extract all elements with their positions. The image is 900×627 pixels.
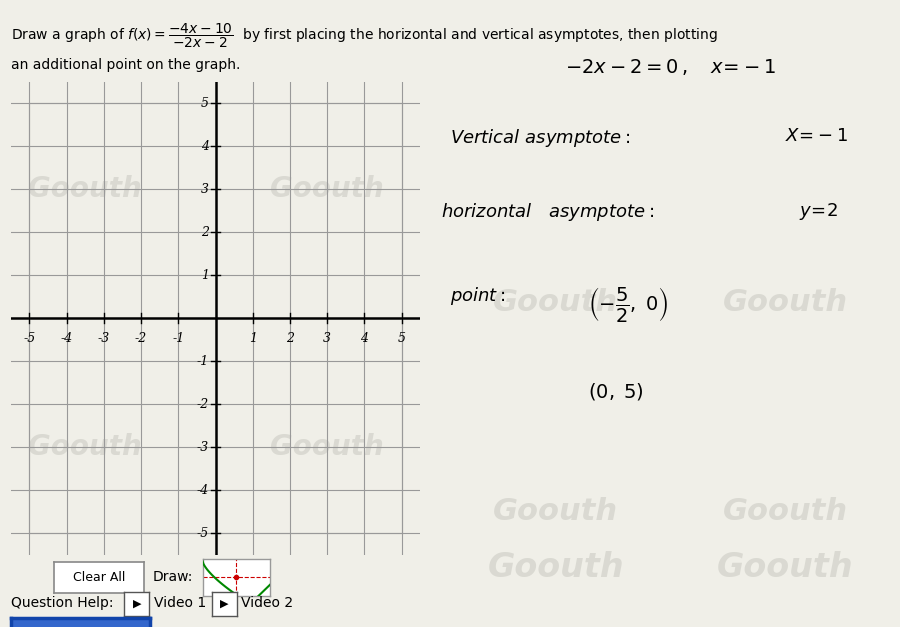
Text: 1: 1 <box>201 268 209 282</box>
Text: an additional point on the graph.: an additional point on the graph. <box>11 58 240 71</box>
Text: Video 2: Video 2 <box>241 596 293 610</box>
Text: Goouth: Goouth <box>270 175 384 203</box>
Text: $-2x-2=0\,,\quad x\!=\!-1$: $-2x-2=0\,,\quad x\!=\!-1$ <box>565 56 776 76</box>
Text: 2: 2 <box>286 332 294 345</box>
Text: Video 1: Video 1 <box>154 596 206 610</box>
Text: -3: -3 <box>98 332 110 345</box>
Text: -2: -2 <box>196 398 209 411</box>
Text: Goouth: Goouth <box>493 288 618 317</box>
Text: $\mathit{Vertical\ asymptote:}$: $\mathit{Vertical\ asymptote:}$ <box>450 127 631 149</box>
Text: -4: -4 <box>196 484 209 497</box>
Text: ▶: ▶ <box>132 599 141 609</box>
Text: -2: -2 <box>135 332 148 345</box>
Text: 4: 4 <box>361 332 368 345</box>
Text: -3: -3 <box>196 441 209 454</box>
Text: $\mathit{horizontal\quad asymptote:}$: $\mathit{horizontal\quad asymptote:}$ <box>441 201 654 223</box>
Text: $\mathit{point:}$: $\mathit{point:}$ <box>450 285 506 307</box>
Text: $\mathit{X\!=\!-1}$: $\mathit{X\!=\!-1}$ <box>785 127 849 145</box>
Text: Question Help:: Question Help: <box>11 596 113 610</box>
Text: Goouth: Goouth <box>717 551 853 584</box>
Text: Goouth: Goouth <box>488 551 624 584</box>
Text: $\left(0,\;5\right)$: $\left(0,\;5\right)$ <box>588 381 644 402</box>
Text: Goouth: Goouth <box>270 433 384 461</box>
Text: -5: -5 <box>196 527 209 540</box>
Text: 4: 4 <box>201 140 209 152</box>
Text: ▶: ▶ <box>220 599 229 609</box>
Text: Goouth: Goouth <box>723 497 848 525</box>
Text: Draw:: Draw: <box>153 571 194 584</box>
Text: -4: -4 <box>60 332 73 345</box>
Text: $\left(-\dfrac{5}{2},\;0\right)$: $\left(-\dfrac{5}{2},\;0\right)$ <box>588 285 669 324</box>
Text: -1: -1 <box>172 332 184 345</box>
Text: Goouth: Goouth <box>29 175 142 203</box>
Text: Goouth: Goouth <box>493 497 618 525</box>
Text: -5: -5 <box>23 332 35 345</box>
Text: Goouth: Goouth <box>29 433 142 461</box>
Text: Draw a graph of $f(x) = \dfrac{-4x - 10}{-2x - 2}$  by first placing the horizon: Draw a graph of $f(x) = \dfrac{-4x - 10}… <box>11 22 717 50</box>
Text: 3: 3 <box>201 182 209 196</box>
Text: 1: 1 <box>248 332 256 345</box>
Text: 3: 3 <box>323 332 331 345</box>
Text: 5: 5 <box>201 97 209 110</box>
Text: Goouth: Goouth <box>723 288 848 317</box>
Text: Clear All: Clear All <box>73 571 125 584</box>
Text: 5: 5 <box>398 332 406 345</box>
Text: -1: -1 <box>196 355 209 368</box>
Text: $\mathit{y\!=\!2}$: $\mathit{y\!=\!2}$ <box>799 201 838 221</box>
Text: 2: 2 <box>201 226 209 239</box>
